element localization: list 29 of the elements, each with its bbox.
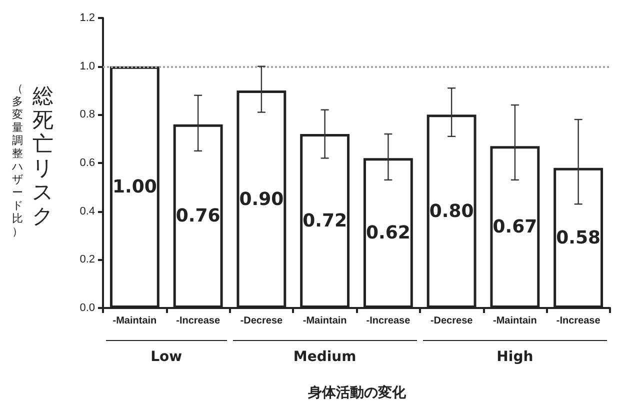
x-tick-label: -Increase: [176, 316, 220, 326]
data-label: 1.00: [112, 176, 157, 198]
data-label: 0.62: [366, 222, 410, 244]
y-tick-label: 0.6: [80, 157, 95, 169]
y-axis-title: 総死亡リスク: [32, 84, 54, 228]
x-tick-label: -Increase: [366, 316, 411, 326]
text: （多変量調整ハザード比）: [12, 82, 23, 238]
x-tick-label: -Maintain: [112, 316, 157, 326]
x-tick-label: -Decrese: [430, 316, 474, 326]
x-tick-label: -Maintain: [302, 316, 347, 326]
y-tick-label: 0.8: [80, 108, 95, 121]
y-tick-label: 1.2: [80, 12, 95, 24]
y-tick-label: 0.4: [80, 205, 95, 218]
data-label: 0.76: [176, 206, 220, 227]
text: Medium: [293, 349, 356, 365]
y-tick-label: 0.0: [80, 302, 95, 314]
data-label: 0.72: [302, 210, 348, 232]
data-label: 0.67: [492, 216, 538, 238]
x-tick-label: -Maintain: [492, 316, 537, 326]
text: Low: [150, 349, 182, 365]
x-axis-title: 身体活動の変化: [308, 384, 406, 402]
data-label: 0.80: [429, 200, 474, 222]
x-tick-label: -Decrese: [240, 316, 283, 326]
data-label: 0.90: [239, 188, 284, 210]
y-tick-label: 1.0: [80, 60, 95, 72]
data-label: 0.58: [556, 227, 601, 248]
x-tick-label: -Increase: [556, 316, 601, 326]
text: High: [496, 349, 534, 365]
y-tick-label: 0.2: [80, 254, 95, 266]
